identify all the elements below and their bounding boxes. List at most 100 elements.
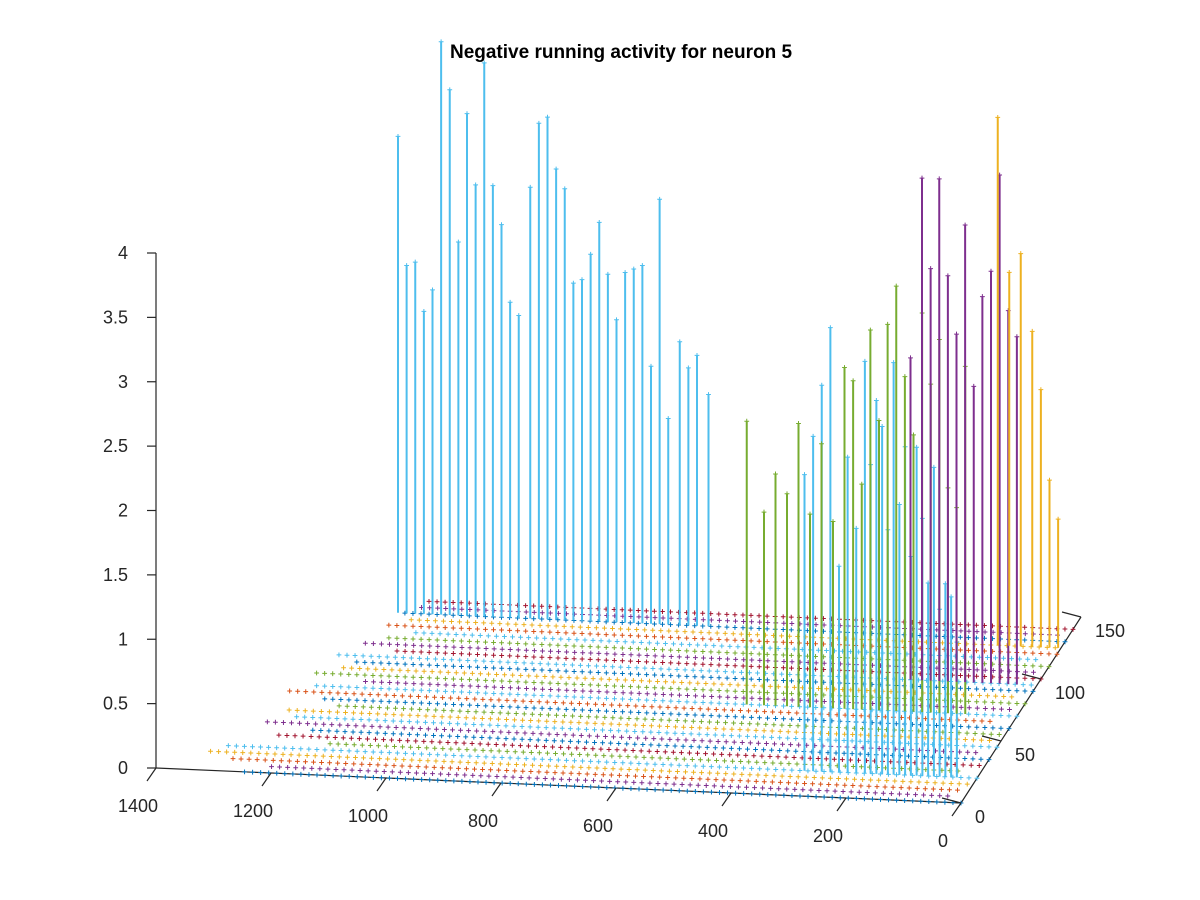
baseline-marker bbox=[882, 733, 888, 739]
baseline-marker bbox=[588, 708, 593, 713]
baseline-marker bbox=[958, 775, 964, 780]
baseline-marker bbox=[655, 781, 661, 786]
baseline-marker bbox=[481, 658, 487, 664]
baseline-marker bbox=[716, 662, 722, 668]
baseline-marker bbox=[286, 707, 292, 713]
baseline-marker bbox=[1009, 694, 1015, 700]
baseline-marker bbox=[499, 755, 505, 760]
baseline-marker bbox=[970, 756, 976, 762]
baseline-marker bbox=[748, 613, 754, 618]
baseline-marker bbox=[751, 683, 757, 689]
baseline-marker bbox=[362, 774, 368, 780]
baseline-marker bbox=[448, 695, 454, 701]
baseline-marker bbox=[966, 698, 972, 704]
baseline-marker bbox=[765, 766, 771, 772]
baseline-marker bbox=[488, 716, 493, 722]
baseline-marker bbox=[417, 726, 423, 731]
baseline-marker bbox=[579, 643, 585, 649]
stem-marker bbox=[665, 416, 671, 421]
baseline-marker bbox=[346, 748, 352, 754]
baseline-marker bbox=[1070, 627, 1076, 632]
baseline-marker bbox=[805, 717, 811, 723]
baseline-marker bbox=[401, 706, 406, 712]
stem-marker bbox=[954, 331, 959, 337]
stem-marker bbox=[867, 327, 873, 333]
y-tick bbox=[1061, 611, 1082, 618]
baseline-marker bbox=[684, 763, 690, 768]
baseline-marker bbox=[320, 753, 326, 759]
baseline-marker bbox=[345, 722, 351, 728]
baseline-marker bbox=[547, 757, 553, 763]
baseline-marker bbox=[451, 682, 457, 688]
baseline-marker bbox=[721, 726, 727, 732]
baseline-marker bbox=[614, 747, 620, 753]
baseline-marker bbox=[234, 743, 239, 749]
baseline-marker bbox=[556, 783, 561, 788]
baseline-marker bbox=[840, 789, 846, 794]
baseline-marker bbox=[636, 614, 642, 620]
baseline-marker bbox=[789, 704, 794, 709]
baseline-marker bbox=[628, 652, 634, 658]
stem-marker bbox=[516, 313, 522, 318]
stem-marker bbox=[842, 365, 847, 370]
baseline-marker bbox=[656, 742, 662, 748]
baseline-marker bbox=[676, 648, 682, 653]
baseline-marker bbox=[789, 716, 795, 722]
baseline-marker bbox=[576, 739, 581, 745]
baseline-marker bbox=[554, 732, 560, 737]
baseline-marker bbox=[442, 727, 447, 732]
baseline-marker bbox=[604, 708, 609, 714]
stem-marker bbox=[588, 251, 594, 257]
baseline-marker bbox=[302, 708, 308, 714]
baseline-marker bbox=[618, 626, 623, 632]
baseline-marker bbox=[884, 778, 890, 784]
baseline-marker bbox=[663, 679, 668, 685]
baseline-marker bbox=[584, 771, 590, 777]
baseline-marker bbox=[376, 743, 381, 749]
baseline-marker bbox=[467, 683, 473, 689]
baseline-marker bbox=[515, 679, 521, 685]
stem-marker bbox=[579, 277, 585, 283]
baseline-marker bbox=[745, 733, 750, 739]
baseline-marker bbox=[289, 720, 294, 726]
baseline-marker bbox=[553, 751, 558, 756]
baseline-marker bbox=[628, 709, 634, 715]
baseline-marker bbox=[417, 706, 423, 712]
baseline-marker bbox=[365, 736, 370, 742]
baseline-marker bbox=[208, 748, 213, 754]
baseline-marker bbox=[386, 686, 392, 692]
baseline-marker bbox=[676, 673, 682, 679]
baseline-marker bbox=[477, 741, 483, 747]
baseline-marker bbox=[725, 764, 730, 770]
baseline-marker bbox=[400, 744, 405, 750]
baseline-marker bbox=[730, 758, 735, 764]
baseline-marker bbox=[705, 706, 711, 712]
baseline-marker bbox=[427, 777, 433, 783]
baseline-marker bbox=[590, 638, 596, 643]
baseline-marker bbox=[716, 611, 722, 617]
baseline-marker bbox=[962, 737, 968, 742]
baseline-marker bbox=[411, 776, 416, 782]
baseline-marker bbox=[652, 621, 657, 627]
baseline-marker bbox=[789, 665, 794, 671]
baseline-marker bbox=[848, 757, 853, 763]
stem-marker bbox=[536, 120, 542, 126]
baseline-marker bbox=[761, 779, 767, 785]
baseline-marker bbox=[628, 671, 633, 677]
stem-plot bbox=[395, 39, 1061, 778]
baseline-marker bbox=[802, 781, 807, 786]
baseline-marker bbox=[395, 776, 400, 781]
baseline-marker bbox=[1062, 639, 1068, 645]
baseline-marker bbox=[627, 735, 632, 740]
baseline-marker bbox=[586, 714, 592, 720]
baseline-marker bbox=[986, 744, 992, 750]
baseline-marker bbox=[634, 665, 640, 671]
baseline-marker bbox=[416, 694, 421, 699]
baseline-marker bbox=[375, 692, 381, 698]
baseline-marker bbox=[326, 728, 332, 734]
baseline-marker bbox=[717, 764, 722, 770]
baseline-marker bbox=[681, 724, 686, 730]
baseline-marker bbox=[617, 702, 623, 708]
stem-marker bbox=[527, 184, 533, 190]
baseline-marker bbox=[370, 775, 376, 780]
